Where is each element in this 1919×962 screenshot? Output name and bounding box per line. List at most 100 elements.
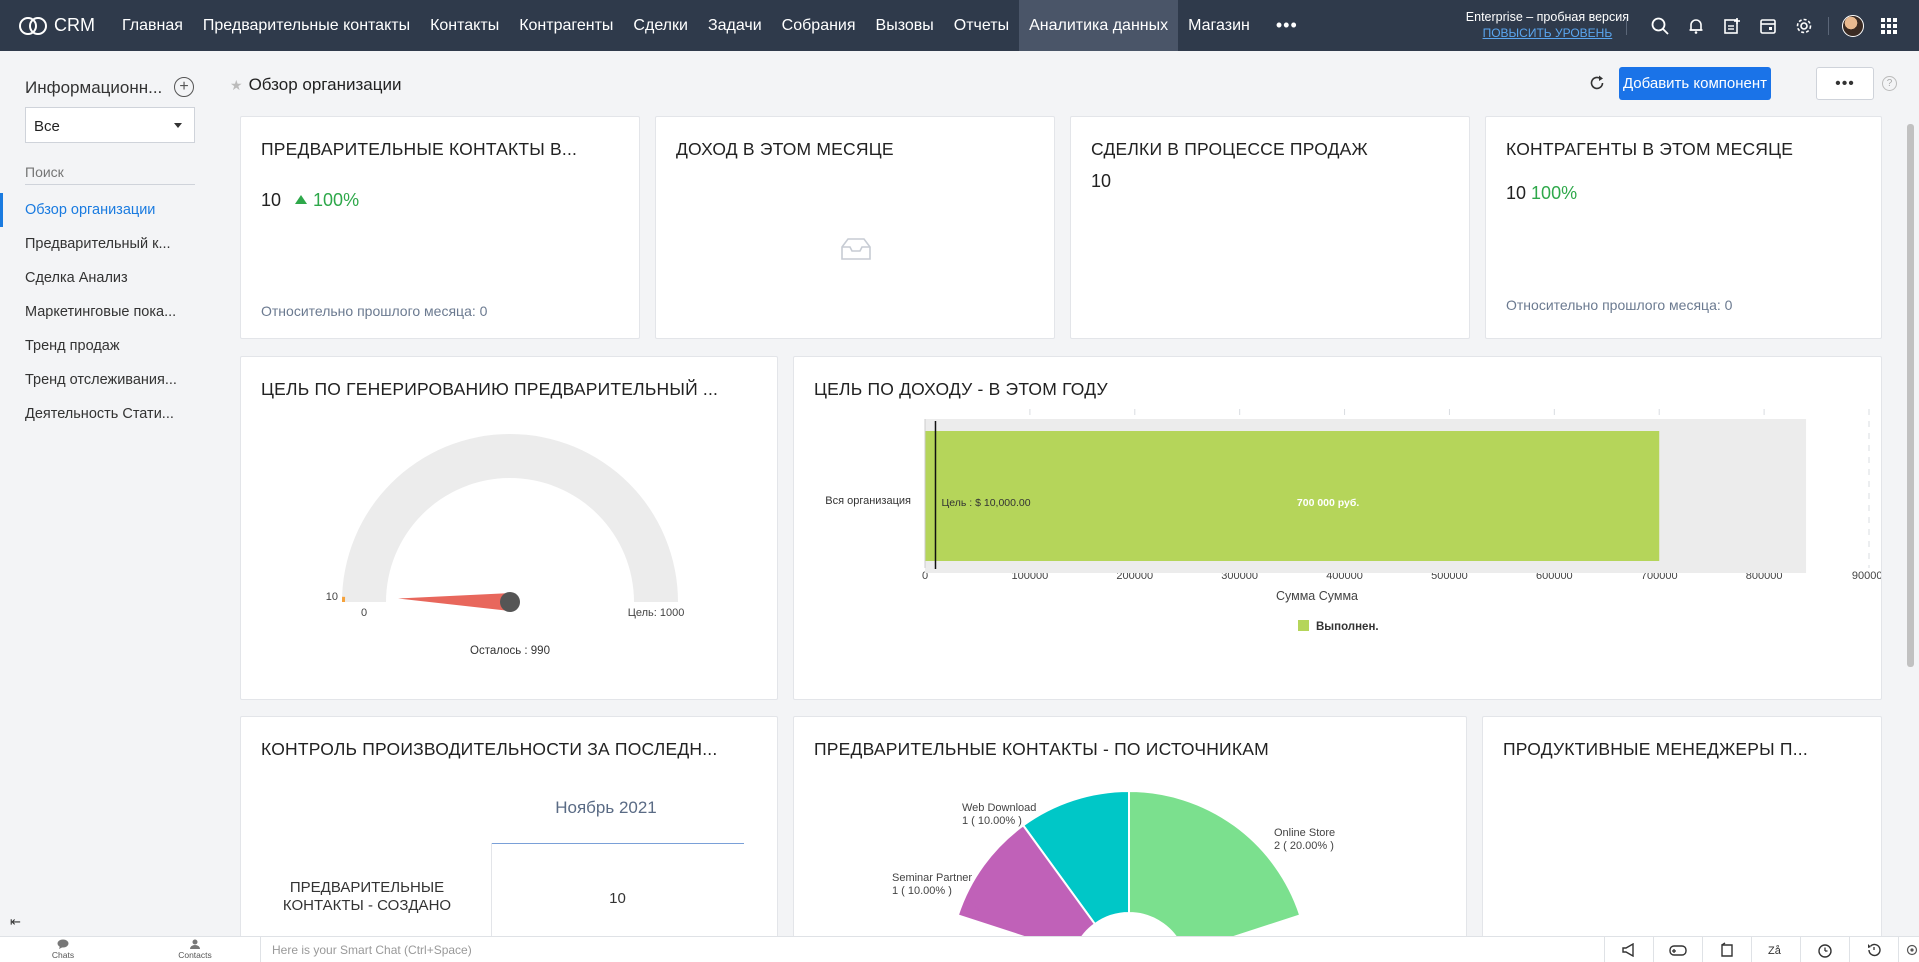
kpi-card-accounts[interactable]: КОНТРАГЕНТЫ В ЭТОМ МЕСЯЦЕ 10 100% Относи… [1485,116,1882,339]
chats-button[interactable]: Chats [43,939,83,960]
kpi-change: 100% [1531,183,1578,203]
search-icon[interactable] [1642,0,1678,51]
gauge-chart: 10 0 Цель: 1000 Осталось : 990 [326,434,685,657]
month-header-underline [491,843,744,844]
revenue-goal-bar-chart: 0 100000 200000 300000 400000 500000 600000 700… [825,409,1881,633]
scrollbar-thumb[interactable] [1907,124,1914,667]
nav-item[interactable]: Собрания [781,16,856,34]
add-dashboard-icon[interactable]: + [174,77,194,97]
svg-text:Zå: Zå [1768,945,1782,957]
person-icon [190,939,200,949]
avatar-image [1842,14,1864,37]
nav-item[interactable]: Вызовы [875,16,934,34]
x-axis-label: Сумма Сумма [1276,589,1358,603]
pie-slice [1128,789,1302,945]
lead-sources-card[interactable]: ПРЕДВАРИТЕЛЬНЫЕ КОНТАКТЫ - ПО ИСТОЧНИКАМ… [793,716,1467,946]
divider [1828,16,1829,35]
bell-icon[interactable] [1678,0,1714,51]
nav-item[interactable]: Главная [122,16,183,34]
edition-label: Enterprise – пробная версия [1465,10,1629,24]
vertical-divider [491,843,492,945]
select-value: Все [34,118,60,135]
kpi-value: 10 100% [1506,183,1577,204]
kpi-number: 10 [1091,171,1112,191]
kpi-number: 10 [261,190,282,210]
x-tick-label: 0 [922,570,928,582]
gamepad-icon[interactable] [1653,937,1702,962]
apps-grid-icon[interactable] [1871,0,1907,51]
nav-item[interactable]: Предварительные контакты [202,16,411,34]
sidebar-item[interactable]: Деятельность Стати... [25,406,174,422]
sidebar-item[interactable]: Обзор организации [0,193,210,227]
revenue-goal-card[interactable]: ЦЕЛЬ ПО ДОХОДУ - В ЭТОМ ГОДУ 0 100000 2000… [793,356,1882,700]
performance-card[interactable]: КОНТРОЛЬ ПРОИЗВОДИТЕЛЬНОСТИ ЗА ПОСЛЕДН..… [240,716,778,946]
kpi-compare: Относительно прошлого месяца: 0 [261,303,488,319]
nav-item[interactable]: Контрагенты [519,16,614,34]
card-title: ПРЕДВАРИТЕЛЬНЫЕ КОНТАКТЫ - ПО ИСТОЧНИКАМ [814,739,1269,759]
contacts-label: Contacts [178,950,212,960]
help-icon[interactable]: ? [1882,76,1897,91]
kpi-value: 10 [1091,171,1111,192]
lead-goal-card[interactable]: ЦЕЛЬ ПО ГЕНЕРИРОВАНИЮ ПРЕДВАРИТЕЛЬНЫЙ ..… [240,356,778,700]
category-label: Вся организация [825,495,911,507]
calendar-icon[interactable] [1750,0,1786,51]
card-title: ЦЕЛЬ ПО ГЕНЕРИРОВАНИЮ ПРЕДВАРИТЕЛЬНЫЙ ..… [261,379,719,399]
contacts-button[interactable]: Contacts [175,939,215,960]
sidebar-item[interactable]: Тренд отслеживания... [25,372,177,388]
gauge-min-label: 0 [361,607,367,619]
star-icon[interactable]: ★ [230,76,243,93]
settings-toggle-icon[interactable] [1898,937,1919,962]
avatar[interactable] [1835,0,1871,51]
collapse-sidebar-icon[interactable]: ⇤ [10,914,21,929]
refresh-icon[interactable] [1586,72,1608,94]
slice-detail: 2 ( 20.00% ) [1274,840,1334,852]
trial-info: Enterprise – пробная версия ПОВЫСИТЬ УРО… [1466,9,1629,41]
month-header: Ноябрь 2021 [555,798,657,817]
more-options-button[interactable]: ••• [1816,67,1874,100]
row-value[interactable]: 10 [609,890,626,907]
bar-data-label: 700 000 руб. [1297,497,1359,509]
nav-item[interactable]: Контакты [430,16,500,34]
smart-chat-input[interactable]: Here is your Smart Chat (Ctrl+Space) [260,937,1604,962]
gauge-target-label: Цель: 1000 [628,607,685,619]
add-record-icon[interactable] [1714,0,1750,51]
leader-line [966,896,980,912]
row-label-line-1: ПРЕДВАРИТЕЛЬНЫЕ [289,879,445,896]
kpi-card-leads[interactable]: ПРЕДВАРИТЕЛЬНЫЕ КОНТАКТЫ В... 10 100% Отн… [240,116,640,339]
nav-item[interactable]: Отчеты [953,16,1010,34]
nav-item[interactable]: Аналитика данных [1019,0,1179,51]
dashboard-filter-select[interactable]: Все [25,107,195,143]
nav-more-button[interactable]: ••• [1275,15,1298,35]
gauge-remaining-label: Осталось : 990 [470,645,550,657]
sidebar-item[interactable]: Тренд продаж [25,338,120,354]
crm-logo[interactable]: CRM [0,15,112,36]
main-nav: Главная Предварительные контакты Контакты К… [112,0,1260,51]
nav-item[interactable]: Задачи [707,16,762,34]
recent-history-icon[interactable] [1849,937,1898,962]
megaphone-icon[interactable] [1604,937,1653,962]
slice-detail: 1 ( 10.00% ) [962,815,1022,827]
card-title: ЦЕЛЬ ПО ДОХОДУ - В ЭТОМ ГОДУ [814,379,1108,399]
sidebar-item[interactable]: Маркетинговые пока... [25,304,177,320]
kpi-card-deals[interactable]: СДЕЛКИ В ПРОЦЕССЕ ПРОДАЖ 10 [1070,116,1470,339]
top-managers-card[interactable]: ПРОДУКТИВНЫЕ МЕНЕДЖЕРЫ П... [1482,716,1882,946]
sidebar-item[interactable]: Предварительный к... [25,236,171,252]
dashboard-sidebar: Информационн... + Все Обзор организации П… [0,51,210,936]
kpi-change: 100% [313,190,360,210]
gear-icon[interactable] [1786,0,1822,51]
bottom-bar: Chats Contacts Here is your Smart Chat (… [0,936,1919,962]
sidebar-item[interactable]: Сделка Анализ [25,270,128,286]
kpi-card-revenue[interactable]: ДОХОД В ЭТОМ МЕСЯЦЕ [655,116,1055,339]
translate-icon[interactable]: Zå [1751,937,1800,962]
sidebar-search-input[interactable] [25,159,195,185]
kpi-compare: Относительно прошлого месяца: 0 [1506,297,1733,313]
history-note-icon[interactable] [1702,937,1751,962]
alarm-clock-icon[interactable] [1800,937,1849,962]
page-title: Обзор организации [248,75,402,94]
upgrade-link[interactable]: ПОВЫСИТЬ УРОВЕНЬ [1482,26,1613,40]
add-component-button[interactable]: Добавить компонент [1619,67,1771,100]
target-label: Цель : $ 10,000.00 [941,497,1030,509]
leader-line [1235,844,1254,862]
nav-item[interactable]: Магазин [1188,16,1250,34]
nav-item[interactable]: Сделки [633,16,688,34]
